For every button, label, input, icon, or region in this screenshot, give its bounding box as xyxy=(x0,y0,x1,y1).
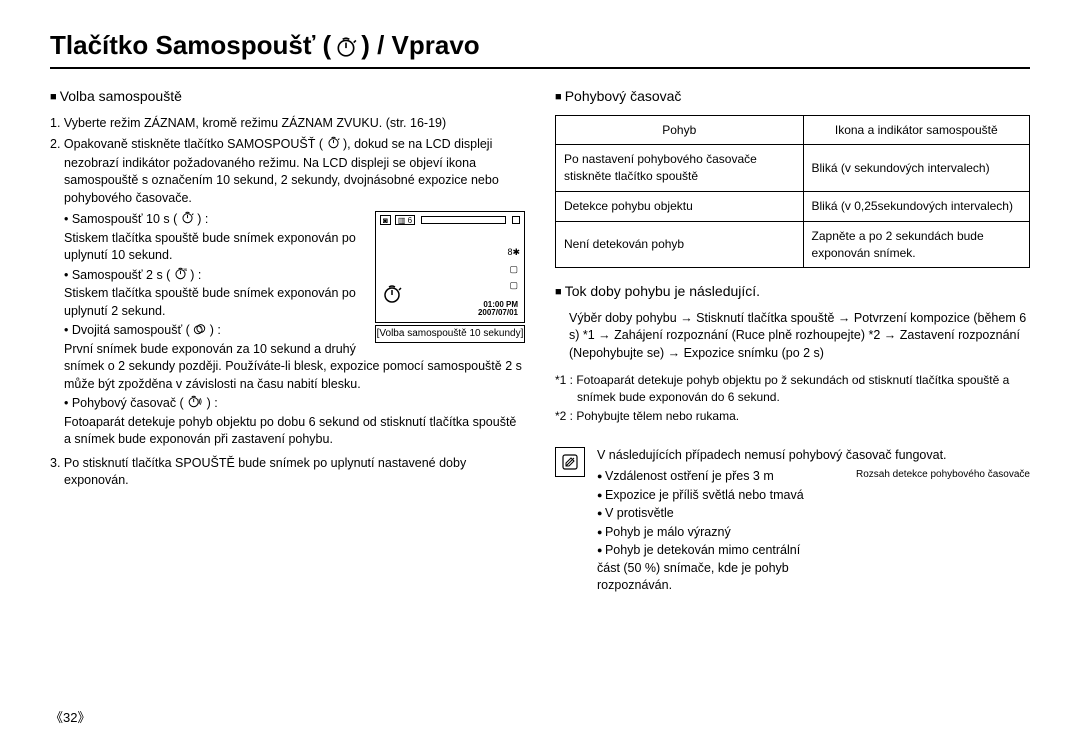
timer-double-icon xyxy=(193,322,206,341)
note-item: Vzdálenost ostření je přes 3 m xyxy=(597,468,826,486)
step-1: 1. Vyberte režim ZÁZNAM, kromě režimu ZÁ… xyxy=(64,115,525,133)
footnote-2: *2 : Pohybujte tělem nebo rukama. xyxy=(555,408,1030,425)
self-timer-icon xyxy=(335,36,357,58)
lcd-timestamp: 01:00 PM 2007/07/01 xyxy=(478,301,518,319)
note-icon xyxy=(555,447,585,477)
lcd-side-icons: 8✱ ▢ ▢ xyxy=(507,246,520,292)
th-indicator: Ikona a indikátor samospouště xyxy=(803,115,1029,145)
self-timer-icon xyxy=(327,136,340,155)
page-number: 《32》 xyxy=(50,707,90,726)
sub-bullet-motion: • Pohybový časovač ( ) : Fotoaparát dete… xyxy=(64,395,525,449)
note-intro: V následujících případech nemusí pohybov… xyxy=(597,447,1030,465)
note-item: V protisvětle xyxy=(597,505,826,523)
lcd-mode-icon: ◙ xyxy=(380,215,391,225)
step-2: 2. Opakovaně stiskněte tlačítko SAMOSPOU… xyxy=(64,136,525,207)
note-item: Expozice je příliš světlá nebo tmavá xyxy=(597,487,826,505)
footnote-1: *1 : Fotoaparát detekuje pohyb objektu p… xyxy=(555,372,1030,406)
right-column: Pohybový časovač Pohyb Ikona a indikátor… xyxy=(555,87,1030,596)
lcd-top-right-square xyxy=(512,216,520,224)
right-heading-2: Tok doby pohybu je následující. xyxy=(555,282,1030,302)
lcd-caption: [Volba samospouště 10 sekundy] xyxy=(375,325,525,343)
left-heading: Volba samospouště xyxy=(50,87,525,107)
step-3: 3. Po stisknutí tlačítka SPOUŠTĚ bude sn… xyxy=(64,455,525,490)
lcd-preview: ◙ ▥ 6 8✱ ▢ ▢ 01:00 PM 2007/07/01 xyxy=(375,211,525,323)
note-box: V následujících případech nemusí pohybov… xyxy=(555,447,1030,596)
note-side-label: Rozsah detekce pohybového časovače xyxy=(856,468,1030,482)
table-row: Po nastavení pohybového časovače stiskně… xyxy=(556,145,1030,192)
footnotes: *1 : Fotoaparát detekuje pohyb objektu p… xyxy=(555,372,1030,424)
table-row: Detekce pohybu objektu Bliká (v 0,25seku… xyxy=(556,191,1030,221)
th-motion: Pohyb xyxy=(556,115,804,145)
lcd-figure: ◙ ▥ 6 8✱ ▢ ▢ 01:00 PM 2007/07/01 xyxy=(375,211,525,343)
note-item: Pohyb je málo výrazný xyxy=(597,524,826,542)
timer-10s-icon xyxy=(181,211,194,230)
lcd-top-bar xyxy=(421,216,506,224)
title-suffix: ) / Vpravo xyxy=(361,30,479,60)
motion-table: Pohyb Ikona a indikátor samospouště Po n… xyxy=(555,115,1030,269)
page-title: Tlačítko Samospoušť ( ) / Vpravo xyxy=(50,30,1030,69)
timer-motion-icon xyxy=(187,395,203,414)
motion-flow: Výběr doby pohybu → Stisknutí tlačítka s… xyxy=(569,310,1030,363)
lcd-count-icon: ▥ 6 xyxy=(395,215,415,225)
table-row: Není detekován pohyb Zapněte a po 2 seku… xyxy=(556,221,1030,268)
title-prefix: Tlačítko Samospoušť ( xyxy=(50,30,331,60)
note-item: Pohyb je detekován mimo centrální část (… xyxy=(597,542,826,595)
right-heading-1: Pohybový časovač xyxy=(555,87,1030,107)
timer-2s-icon xyxy=(174,267,187,286)
left-column: Volba samospouště 1. Vyberte režim ZÁZNA… xyxy=(50,87,525,596)
lcd-timer-icon xyxy=(382,284,402,310)
